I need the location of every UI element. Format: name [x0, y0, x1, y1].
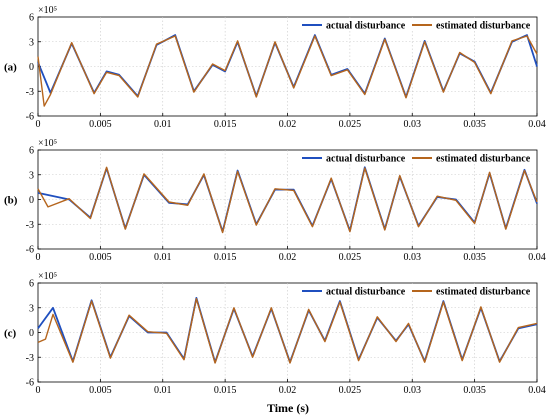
y-tick-label: 0 — [29, 195, 34, 206]
y-tick-label: 3 — [29, 170, 34, 181]
x-tick-label: 0.025 — [339, 252, 362, 263]
x-tick-label: 0.03 — [404, 119, 422, 130]
y-tick-label: 0 — [29, 328, 34, 339]
legend-label: estimated disturbance — [436, 21, 531, 32]
series-line — [37, 35, 538, 107]
panel: 0 0.005 0.01 0.015 0.02 0.025 0.03 0.035 0.04 -6 -… — [4, 138, 546, 263]
y-tick-label: 0 — [29, 62, 34, 73]
legend: actual disturbance estimated disturbance — [298, 18, 536, 32]
y-tick-label: -6 — [26, 112, 34, 123]
y-tick-label: 6 — [29, 146, 34, 157]
x-tick-label: 0.04 — [528, 385, 546, 396]
y-exponent-label: ×10⁵ — [38, 271, 57, 282]
x-tick-label: 0 — [36, 385, 41, 396]
x-tick-label: 0.04 — [528, 119, 546, 130]
x-tick-label: 0.03 — [404, 385, 422, 396]
series-line — [37, 166, 538, 234]
y-tick-label: -3 — [26, 353, 34, 364]
x-tick-label: 0.035 — [463, 252, 486, 263]
x-tick-label: 0.015 — [214, 385, 237, 396]
chart-panels: 0 0.005 0.01 0.015 0.02 0.025 0.03 0.035 0.04 -6 -… — [4, 5, 546, 396]
x-tick-label: 0.04 — [528, 252, 546, 263]
panel-label: (a) — [4, 62, 17, 74]
y-tick-label: -3 — [26, 87, 34, 98]
y-tick-label: 6 — [29, 13, 34, 24]
x-tick-label: 0.005 — [89, 385, 112, 396]
y-tick-label: 3 — [29, 37, 34, 48]
y-exponent-label: ×10⁵ — [38, 5, 57, 16]
y-tick-label: 6 — [29, 279, 34, 290]
legend-label: actual disturbance — [326, 287, 406, 298]
legend: actual disturbance estimated disturbance — [298, 151, 536, 165]
panel-label: (b) — [4, 195, 18, 207]
x-tick-label: 0.035 — [463, 385, 486, 396]
panel: 0 0.005 0.01 0.015 0.02 0.025 0.03 0.035 0.04 -6 -… — [4, 271, 546, 396]
y-tick-label: -3 — [26, 220, 34, 231]
x-tick-label: 0.02 — [279, 119, 297, 130]
x-tick-label: 0 — [36, 119, 41, 130]
x-tick-label: 0.015 — [214, 252, 237, 263]
legend-label: actual disturbance — [326, 154, 406, 165]
y-tick-label: 3 — [29, 303, 34, 314]
series-line — [37, 298, 538, 364]
x-tick-label: 0 — [36, 252, 41, 263]
panel-label: (c) — [4, 328, 17, 340]
x-tick-label: 0.02 — [279, 385, 297, 396]
x-tick-label: 0.025 — [339, 385, 362, 396]
x-tick-label: 0.01 — [154, 252, 172, 263]
legend-label: actual disturbance — [326, 21, 406, 32]
x-tick-label: 0.015 — [214, 119, 237, 130]
x-tick-label: 0.025 — [339, 119, 362, 130]
x-tick-label: 0.005 — [89, 119, 112, 130]
y-exponent-label: ×10⁵ — [38, 138, 57, 149]
x-tick-label: 0.03 — [404, 252, 422, 263]
x-tick-label: 0.01 — [154, 385, 172, 396]
x-tick-label: 0.035 — [463, 119, 486, 130]
x-tick-label: 0.02 — [279, 252, 297, 263]
panel: 0 0.005 0.01 0.015 0.02 0.025 0.03 0.035 0.04 -6 -… — [4, 5, 546, 130]
x-tick-label: 0.005 — [89, 252, 112, 263]
y-tick-label: -6 — [26, 378, 34, 389]
x-axis-label: Time (s) — [267, 401, 309, 415]
legend: actual disturbance estimated disturbance — [298, 284, 536, 298]
y-tick-label: -6 — [26, 245, 34, 256]
x-tick-label: 0.01 — [154, 119, 172, 130]
legend-label: estimated disturbance — [436, 287, 531, 298]
legend-label: estimated disturbance — [436, 154, 531, 165]
